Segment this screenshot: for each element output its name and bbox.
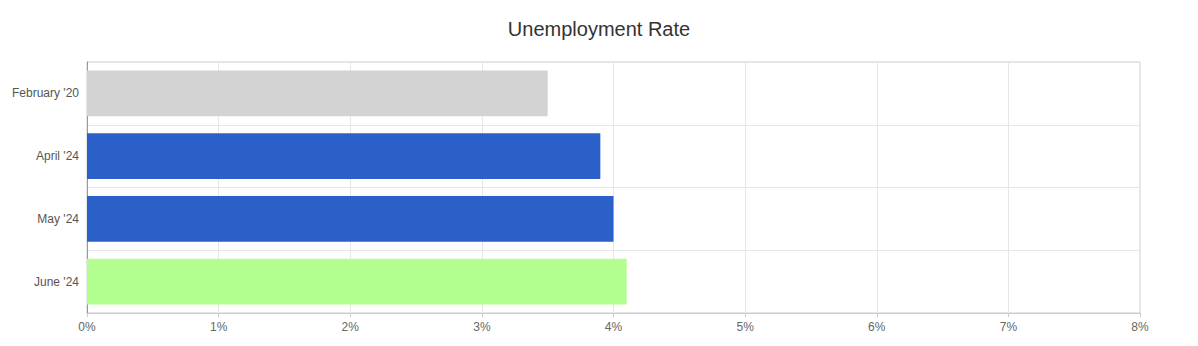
svg-text:Unemployment Rate: Unemployment Rate: [508, 18, 690, 40]
svg-text:5%: 5%: [736, 320, 754, 334]
svg-text:February '20: February '20: [12, 86, 79, 100]
svg-text:4%: 4%: [605, 320, 623, 334]
svg-text:June '24: June '24: [34, 275, 79, 289]
svg-text:8%: 8%: [1131, 320, 1149, 334]
svg-text:2%: 2%: [342, 320, 360, 334]
svg-text:April '24: April '24: [36, 149, 79, 163]
svg-text:7%: 7%: [1000, 320, 1018, 334]
svg-text:6%: 6%: [868, 320, 886, 334]
svg-text:1%: 1%: [210, 320, 228, 334]
svg-text:0%: 0%: [78, 320, 96, 334]
svg-text:3%: 3%: [473, 320, 491, 334]
svg-text:May '24: May '24: [37, 212, 79, 226]
